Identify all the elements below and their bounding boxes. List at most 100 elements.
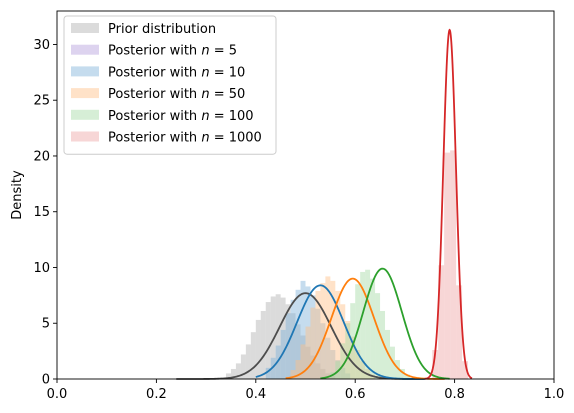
histogram-bar-series-0 — [300, 335, 306, 379]
x-tick-label: 0.6 — [345, 387, 366, 402]
histogram-bar-series-5 — [438, 265, 445, 379]
y-tick-label: 15 — [33, 205, 50, 220]
legend-entry-label: Posterior with n = 1000 — [108, 131, 262, 146]
y-axis-label: Density — [10, 170, 25, 220]
histogram-bar-series-3 — [290, 370, 296, 379]
histogram-bar-series-0 — [310, 355, 316, 379]
histogram-bar-series-3 — [345, 321, 351, 379]
histogram-bar-series-2 — [270, 357, 276, 379]
legend-entry-label: Posterior with n = 50 — [108, 87, 245, 102]
histogram-bar-series-5 — [450, 150, 457, 379]
histogram-bar-series-4 — [394, 360, 400, 379]
histogram-bar-series-0 — [260, 310, 266, 379]
density-curve-series-4 — [320, 267, 450, 380]
y-tick-label: 5 — [42, 317, 50, 332]
histogram-bar-series-4 — [345, 323, 351, 379]
histogram-bar-series-2 — [325, 337, 331, 379]
histogram-bar-series-0 — [230, 368, 236, 379]
histogram-bar-series-2 — [330, 350, 336, 379]
histogram-bar-series-4 — [340, 343, 346, 379]
legend-swatch — [71, 88, 99, 99]
histogram-bar-series-4 — [404, 374, 410, 379]
x-axis-ticks: 0.0 0.2 0.4 0.6 0.8 1.0 — [47, 379, 565, 402]
histogram-bar-series-2 — [315, 308, 321, 379]
histogram-bar-series-3 — [360, 361, 366, 379]
histogram-bar-series-4 — [370, 278, 376, 379]
histogram-bar-series-0 — [250, 332, 256, 379]
y-axis-ticks: 0 5 10 15 20 25 30 — [33, 38, 57, 388]
histogram-bar-series-0 — [240, 354, 246, 379]
histogram-bar-series-5 — [444, 152, 451, 379]
histogram-bar-series-0 — [245, 344, 251, 379]
histogram-bar-series-3 — [355, 350, 361, 379]
histogram-bar-series-3 — [295, 360, 301, 379]
legend-swatch — [71, 109, 99, 120]
histogram-bar-series-0 — [270, 296, 276, 379]
histogram-bar-series-0 — [275, 294, 281, 379]
histogram-bar-series-2 — [265, 367, 271, 379]
y-tick-label: 0 — [42, 373, 50, 388]
legend-swatch — [71, 23, 99, 33]
histogram-bar-series-4 — [399, 368, 405, 379]
histogram-bar-series-3 — [315, 290, 321, 379]
histogram-bar-series-0 — [225, 373, 231, 379]
histogram-bar-series-5 — [462, 361, 469, 379]
histogram-bar-series-0 — [315, 363, 321, 379]
histogram-bar-series-3 — [340, 304, 346, 379]
density-curve-series-2 — [255, 284, 425, 380]
histogram-bar-series-4 — [365, 269, 371, 379]
legend-swatch — [71, 44, 99, 55]
histogram-bar-series-2 — [340, 367, 346, 379]
x-tick-label: 0.0 — [47, 387, 68, 402]
histogram-bar-series-3 — [300, 344, 306, 379]
histogram-bar-series-4 — [360, 271, 366, 379]
legend-swatch — [71, 131, 99, 142]
histogram-bar-series-0 — [295, 324, 301, 379]
x-tick-label: 1.0 — [544, 387, 565, 402]
legend-entry-label: Posterior with n = 100 — [108, 109, 254, 124]
density-curve-series-3 — [285, 277, 445, 380]
histogram-bar-series-2 — [285, 313, 291, 379]
legend-entry-label: Posterior with n = 5 — [108, 44, 237, 59]
plot-area-frame — [56, 10, 555, 380]
x-tick-label: 0.8 — [444, 387, 465, 402]
histogram-bar-series-0 — [305, 346, 311, 379]
legend-entry-label: Prior distribution — [108, 22, 216, 37]
histogram-bar-series-0 — [265, 302, 271, 379]
legend-box — [63, 15, 277, 155]
histogram-bar-series-0 — [330, 375, 336, 379]
histogram-bar-series-3 — [310, 307, 316, 379]
histogram-bar-series-0 — [320, 368, 326, 379]
histogram-bar-series-2 — [305, 286, 311, 379]
histogram-bar-series-2 — [275, 345, 281, 379]
x-tick-label: 0.2 — [146, 387, 167, 402]
histogram-bar-series-4 — [380, 310, 386, 379]
histogram-bar-series-2 — [295, 289, 301, 379]
y-tick-label: 30 — [33, 38, 50, 53]
histogram-bar-series-0 — [255, 319, 261, 379]
histogram-bar-series-2 — [300, 280, 306, 379]
legend: Prior distribution Posterior with n = 5 Po… — [63, 15, 277, 155]
y-tick-label: 10 — [33, 261, 50, 276]
histogram-bar-series-0 — [290, 313, 296, 379]
histogram-bar-series-2 — [290, 299, 296, 379]
histogram-bar-series-0 — [280, 297, 286, 379]
histogram-bar-series-4 — [375, 293, 381, 379]
histogram-bar-series-3 — [320, 283, 326, 379]
histogram-bar-series-2 — [320, 323, 326, 379]
histogram-bar-series-2 — [345, 373, 351, 379]
density-curve-series-5 — [424, 28, 473, 380]
x-tick-label: 0.4 — [245, 387, 266, 402]
legend-entry-label: Posterior with n = 10 — [108, 65, 245, 80]
histogram-bar-series-5 — [432, 350, 439, 379]
histogram-layer — [225, 150, 469, 379]
histogram-bar-series-2 — [335, 360, 341, 379]
y-tick-label: 25 — [33, 94, 50, 109]
legend-swatch — [71, 66, 99, 77]
histogram-bar-series-5 — [456, 285, 463, 379]
y-tick-label: 20 — [33, 149, 50, 164]
histogram-bar-series-4 — [385, 329, 390, 379]
histogram-bar-series-0 — [235, 363, 241, 379]
histogram-bar-series-3 — [335, 290, 341, 379]
